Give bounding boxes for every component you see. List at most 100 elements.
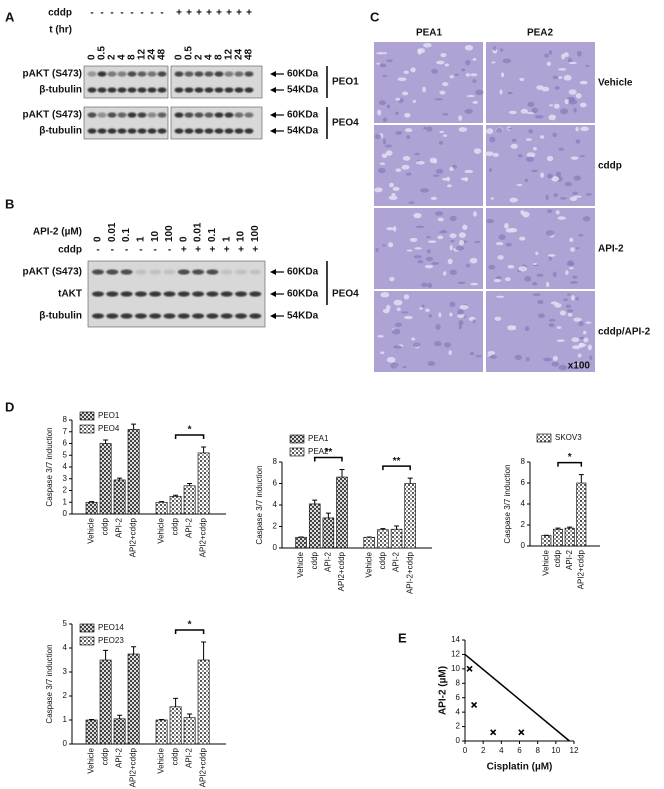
cell xyxy=(552,75,559,80)
blot-row-label: pAKT (S473) xyxy=(23,69,82,80)
cell xyxy=(376,62,380,65)
y-axis-label: Caspase 3/7 induction xyxy=(45,644,54,723)
cell xyxy=(386,356,396,363)
cell xyxy=(458,324,462,330)
significance-bracket xyxy=(382,465,411,471)
cell xyxy=(434,98,444,101)
cell xyxy=(533,146,537,151)
treatment-sign: + xyxy=(252,245,258,256)
cell xyxy=(406,135,411,139)
cell xyxy=(510,143,518,149)
cell xyxy=(547,209,553,213)
legend-label: PEO14 xyxy=(98,623,124,632)
cell xyxy=(458,320,464,326)
cell xyxy=(546,155,554,162)
arrow xyxy=(270,71,276,77)
y-tick-label: 4 xyxy=(63,462,68,471)
time-label: 0.5 xyxy=(184,46,195,60)
bar xyxy=(155,719,168,745)
panel-letter: D xyxy=(5,399,14,414)
cell xyxy=(459,304,469,310)
blot xyxy=(170,106,263,140)
significance-bracket xyxy=(313,456,343,462)
band xyxy=(120,313,133,319)
treatment-sign: + xyxy=(206,8,212,19)
legend-swatch xyxy=(536,433,552,443)
cell xyxy=(558,364,568,371)
cell xyxy=(395,168,402,172)
cell xyxy=(545,281,550,288)
band xyxy=(220,291,233,297)
cell xyxy=(374,134,382,140)
significance-bracket xyxy=(174,434,205,440)
panel-letter: C xyxy=(370,9,380,24)
blot-row-label: tAKT xyxy=(58,289,82,300)
cell xyxy=(552,132,558,138)
legend-label: SKOV3 xyxy=(555,433,582,442)
cell xyxy=(395,97,401,101)
cell xyxy=(551,361,559,367)
cell xyxy=(501,72,505,78)
treatment-sign: + xyxy=(186,8,192,19)
band xyxy=(214,87,224,93)
band xyxy=(234,71,244,77)
band xyxy=(106,313,119,319)
cell xyxy=(507,127,513,130)
x-tick-label: API-2+cddp xyxy=(405,551,414,594)
cell xyxy=(535,251,539,256)
cell xyxy=(379,162,386,165)
cell xyxy=(520,108,528,114)
cell xyxy=(569,237,574,243)
cell xyxy=(553,193,558,198)
x-tick-label: cddp xyxy=(101,747,110,765)
error-bar xyxy=(131,646,137,654)
band xyxy=(174,128,184,134)
cell xyxy=(422,86,426,93)
size-label: 60KDa xyxy=(287,267,319,278)
cell xyxy=(427,240,437,243)
cell xyxy=(561,53,566,60)
time-label: 12 xyxy=(137,48,148,60)
band xyxy=(127,87,137,93)
y-tick-label: 2 xyxy=(273,522,278,531)
error-bar xyxy=(117,477,123,480)
y-tick-label: 3 xyxy=(63,667,68,676)
treatment-sign: + xyxy=(195,245,201,256)
x-tick-label: cddp xyxy=(310,551,319,569)
band xyxy=(234,87,244,93)
cell xyxy=(382,117,388,122)
cell xyxy=(507,264,515,269)
error-bar xyxy=(201,641,207,660)
cell xyxy=(548,256,552,261)
y-tick-label: 8 xyxy=(521,457,526,466)
band xyxy=(92,269,104,275)
cell xyxy=(575,247,580,250)
row-label: cddp/API-2 xyxy=(598,327,651,338)
point xyxy=(466,665,473,672)
cell xyxy=(508,228,518,233)
cell xyxy=(449,233,457,239)
band xyxy=(120,291,133,297)
band xyxy=(204,71,214,77)
x-tick-label: API-2 xyxy=(323,551,332,572)
cell xyxy=(524,276,532,282)
significance-label: * xyxy=(188,425,192,436)
band xyxy=(117,128,127,134)
cell xyxy=(517,153,523,158)
treatment-sign: + xyxy=(238,245,244,256)
y-tick-label: 0 xyxy=(456,736,461,745)
cell xyxy=(504,277,511,282)
cell xyxy=(384,144,392,148)
error-bar xyxy=(567,526,573,529)
cell xyxy=(382,74,388,78)
cell xyxy=(494,316,502,321)
error-bar xyxy=(380,528,386,530)
band xyxy=(107,128,117,134)
cell xyxy=(464,108,473,114)
x-tick-label: API-2 xyxy=(565,549,574,570)
cell xyxy=(378,100,386,106)
legend-swatch xyxy=(79,411,95,421)
cell xyxy=(439,130,445,134)
cell xyxy=(447,184,452,188)
